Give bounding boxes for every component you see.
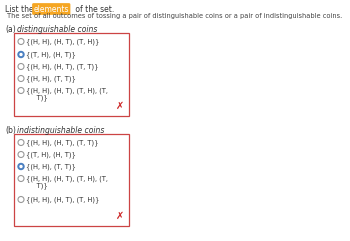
Text: {(T, H), (H, T)}: {(T, H), (H, T)} bbox=[26, 51, 76, 58]
Text: T)}: T)} bbox=[26, 94, 48, 101]
Text: T)}: T)} bbox=[26, 182, 48, 189]
Text: The set of all outcomes of tossing a pair of distinguishable coins or a pair of : The set of all outcomes of tossing a pai… bbox=[7, 13, 343, 19]
Text: {(T, H), (H, T)}: {(T, H), (H, T)} bbox=[26, 151, 76, 158]
Text: {(H, H), (H, T), (T, H)}: {(H, H), (H, T), (T, H)} bbox=[26, 196, 99, 203]
Text: elements: elements bbox=[34, 5, 69, 13]
Text: indistinguishable coins: indistinguishable coins bbox=[17, 126, 104, 135]
Text: {(H, H), (H, T), (T, T)}: {(H, H), (H, T), (T, T)} bbox=[26, 63, 98, 70]
Text: {(H, H), (H, T), (T, H), (T,: {(H, H), (H, T), (T, H), (T, bbox=[26, 175, 108, 182]
FancyBboxPatch shape bbox=[14, 33, 129, 116]
Circle shape bbox=[18, 52, 24, 58]
Text: {(H, H), (H, T), (T, T)}: {(H, H), (H, T), (T, T)} bbox=[26, 139, 98, 146]
Text: {(H, H), (T, T)}: {(H, H), (T, T)} bbox=[26, 163, 76, 170]
Circle shape bbox=[18, 163, 24, 169]
Circle shape bbox=[20, 54, 22, 55]
Text: {(H, H), (H, T), (T, H)}: {(H, H), (H, T), (T, H)} bbox=[26, 38, 99, 45]
Text: distinguishable coins: distinguishable coins bbox=[17, 25, 97, 34]
Text: ✗: ✗ bbox=[116, 101, 124, 111]
Text: of the set.: of the set. bbox=[73, 5, 114, 14]
Text: {(H, H), (H, T), (T, H), (T,: {(H, H), (H, T), (T, H), (T, bbox=[26, 87, 108, 94]
Text: ✗: ✗ bbox=[116, 211, 124, 221]
FancyBboxPatch shape bbox=[14, 134, 129, 226]
Circle shape bbox=[20, 166, 22, 167]
Text: (a): (a) bbox=[5, 25, 16, 34]
Text: {(H, H), (T, T)}: {(H, H), (T, T)} bbox=[26, 75, 76, 82]
Text: List the: List the bbox=[5, 5, 36, 14]
Text: (b): (b) bbox=[5, 126, 16, 135]
